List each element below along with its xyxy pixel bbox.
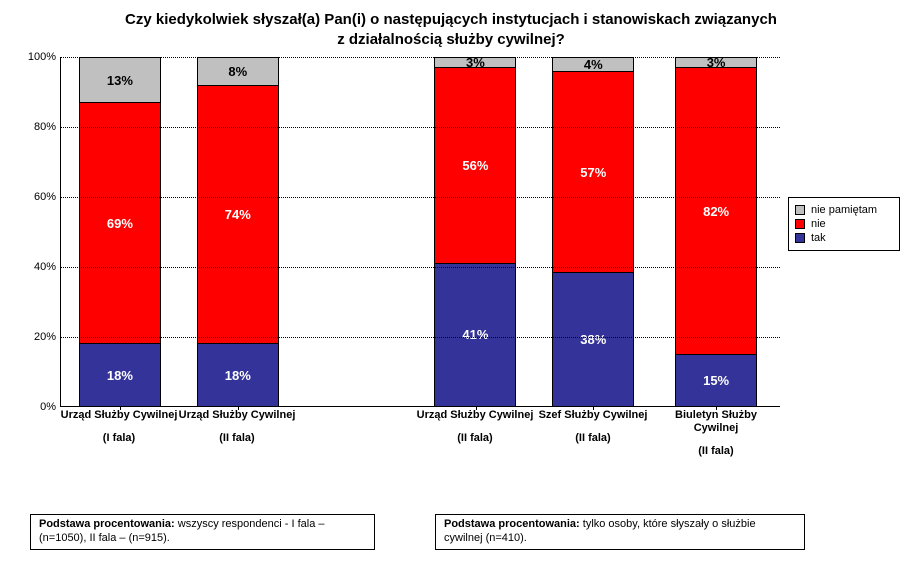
bar-slot: 15%82%3% bbox=[652, 57, 780, 406]
bar-segment-nie: 82% bbox=[675, 67, 757, 353]
x-label-text: Urząd Służby Cywilnej bbox=[416, 409, 534, 422]
stacked-bar: 38%57%4% bbox=[552, 57, 634, 406]
legend-swatch bbox=[795, 219, 805, 229]
footnote-left: Podstawa procentowania: wszyscy responde… bbox=[30, 514, 375, 550]
y-tick-label: 100% bbox=[28, 51, 56, 63]
legend-item: nie bbox=[795, 218, 893, 230]
bars-container: 18%69%13%18%74%8%41%56%3%38%57%4%15%82%3… bbox=[61, 57, 780, 406]
x-label: Urząd Służby Cywilnej (II fala) bbox=[178, 409, 296, 459]
bar-slot: 18%69%13% bbox=[61, 57, 179, 406]
stacked-bar: 18%74%8% bbox=[197, 57, 279, 406]
y-tick-label: 0% bbox=[40, 401, 56, 413]
bar-segment-nie_pamietam: 3% bbox=[675, 57, 757, 67]
y-tick-label: 80% bbox=[34, 121, 56, 133]
bar-segment-nie: 57% bbox=[552, 71, 634, 272]
bar-segment-nie_pamietam: 4% bbox=[552, 57, 634, 71]
x-label: Biuletyn Służby Cywilnej (II fala) bbox=[652, 409, 780, 459]
legend: nie pamiętam nie tak bbox=[788, 197, 900, 251]
bar-slot: 18%74%8% bbox=[179, 57, 297, 406]
grid-line bbox=[61, 127, 780, 128]
legend-label: tak bbox=[811, 232, 826, 244]
footnotes-row: Podstawa procentowania: wszyscy responde… bbox=[30, 514, 892, 550]
stacked-bar: 18%69%13% bbox=[79, 57, 161, 406]
bar-segment-tak: 18% bbox=[197, 343, 279, 406]
grid-line bbox=[61, 267, 780, 268]
x-label bbox=[296, 409, 416, 459]
x-label: Szef Służby Cywilnej (II fala) bbox=[534, 409, 652, 459]
legend-item: tak bbox=[795, 232, 893, 244]
bar-segment-nie_pamietam: 13% bbox=[79, 57, 161, 102]
legend-item: nie pamiętam bbox=[795, 204, 893, 216]
chart-area: 0%20%40%60%80%100% 18%69%13%18%74%8%41%5… bbox=[20, 57, 900, 452]
y-tick-label: 40% bbox=[34, 261, 56, 273]
bar-segment-tak: 38% bbox=[552, 272, 634, 406]
grid-line bbox=[61, 57, 780, 58]
x-label: Urząd Służby Cywilnej (II fala) bbox=[416, 409, 534, 459]
stacked-bar: 15%82%3% bbox=[675, 57, 757, 406]
legend-swatch bbox=[795, 205, 805, 215]
x-label-sub: (I fala) bbox=[60, 432, 178, 445]
x-label-sub: (II fala) bbox=[652, 445, 780, 458]
y-tick-label: 20% bbox=[34, 331, 56, 343]
stacked-bar: 41%56%3% bbox=[434, 57, 516, 406]
x-labels-row: Urząd Służby Cywilnej(I fala)Urząd Służb… bbox=[60, 409, 780, 459]
x-label-sub: (II fala) bbox=[416, 432, 534, 445]
legend-label: nie pamiętam bbox=[811, 204, 877, 216]
y-axis: 0%20%40%60%80%100% bbox=[20, 57, 60, 452]
bar-segment-nie_pamietam: 3% bbox=[434, 57, 516, 67]
title-line-2: z działalnością służby cywilnej? bbox=[337, 31, 565, 48]
bar-segment-tak: 41% bbox=[434, 263, 516, 406]
bar-slot: 41%56%3% bbox=[417, 57, 535, 406]
footnote-left-bold: Podstawa procentowania: bbox=[39, 518, 175, 530]
x-label-text: Biuletyn Służby Cywilnej bbox=[652, 409, 780, 435]
plot-area: 18%69%13%18%74%8%41%56%3%38%57%4%15%82%3… bbox=[60, 57, 780, 407]
footnote-right-bold: Podstawa procentowania: bbox=[444, 518, 580, 530]
x-label-sub: (II fala) bbox=[178, 432, 296, 445]
bar-segment-tak: 18% bbox=[79, 343, 161, 406]
bar-gap bbox=[297, 57, 417, 406]
x-label-text: Urząd Służby Cywilnej bbox=[60, 409, 178, 422]
bar-segment-tak: 15% bbox=[675, 354, 757, 406]
x-label: Urząd Służby Cywilnej (I fala) bbox=[60, 409, 178, 459]
grid-line bbox=[61, 337, 780, 338]
chart-title: Czy kiedykolwiek słyszał(a) Pan(i) o nas… bbox=[10, 10, 892, 49]
bar-segment-nie: 69% bbox=[79, 102, 161, 343]
grid-line bbox=[61, 197, 780, 198]
footnote-right: Podstawa procentowania: tylko osoby, któ… bbox=[435, 514, 805, 550]
x-label-sub: (II fala) bbox=[534, 432, 652, 445]
bar-segment-nie: 74% bbox=[197, 85, 279, 343]
x-label-text: Urząd Służby Cywilnej bbox=[178, 409, 296, 422]
bar-segment-nie: 56% bbox=[434, 67, 516, 262]
legend-swatch bbox=[795, 233, 805, 243]
y-tick-label: 60% bbox=[34, 191, 56, 203]
legend-label: nie bbox=[811, 218, 826, 230]
bar-slot: 38%57%4% bbox=[534, 57, 652, 406]
title-line-1: Czy kiedykolwiek słyszał(a) Pan(i) o nas… bbox=[125, 11, 777, 28]
x-label-text: Szef Służby Cywilnej bbox=[534, 409, 652, 422]
bar-segment-nie_pamietam: 8% bbox=[197, 57, 279, 85]
